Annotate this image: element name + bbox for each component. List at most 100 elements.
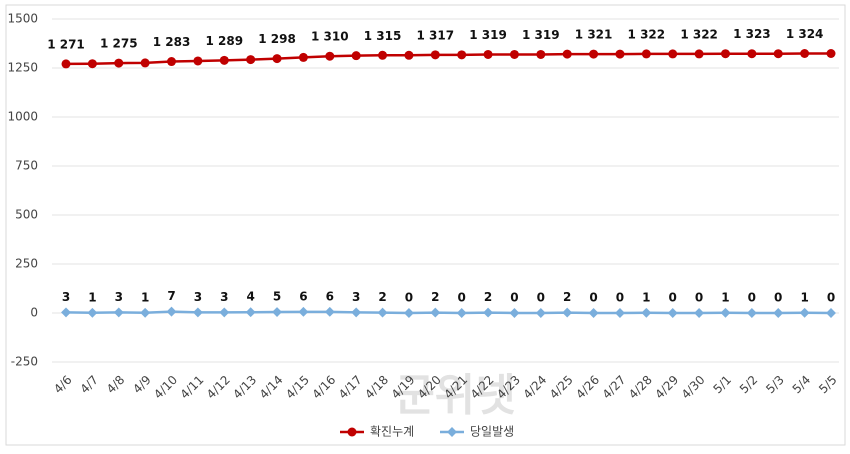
value-label: 0 [827,291,835,305]
point [456,308,467,318]
point [298,52,308,62]
point [588,308,599,318]
point [562,49,572,59]
point [140,307,151,318]
point [667,308,678,318]
value-label: 2 [484,290,492,304]
point [403,308,414,318]
point [509,49,519,59]
point [61,59,71,69]
value-label: 3 [220,290,228,304]
value-label: 4 [246,290,254,304]
point [773,308,784,318]
point [166,306,177,317]
value-label: 1 310 [311,30,349,44]
value-label: 0 [405,291,413,305]
point [167,57,177,67]
value-label: 1 319 [469,28,507,42]
watermark: 군위넷 [394,370,515,421]
value-label: 1 275 [100,37,138,51]
value-label: 0 [774,291,782,305]
value-label: 3 [115,290,123,304]
y-tick-label: 500 [15,208,38,222]
value-label: 6 [326,289,334,303]
value-label: 3 [352,290,360,304]
point [773,49,783,59]
value-label: 1 319 [522,28,560,42]
point [298,306,309,317]
point [246,55,256,65]
value-label: 1 324 [786,27,824,41]
point [562,307,573,318]
point [799,307,810,318]
point [589,49,599,59]
point [245,307,256,318]
point [351,51,361,61]
point [325,51,335,61]
value-label: 1 [88,290,96,304]
point [483,307,494,318]
value-label: 1 283 [153,35,191,49]
point [826,48,836,58]
point [668,49,678,59]
value-label: 1 [642,290,650,304]
value-label: 3 [194,290,202,304]
point [641,49,651,59]
point [615,49,625,59]
point [324,306,335,317]
point [192,307,203,318]
value-label: 0 [669,291,677,305]
legend-label: 확진누계 [370,425,414,439]
point [826,308,836,318]
value-label: 1 321 [575,28,613,42]
value-label: 2 [378,290,386,304]
chart-frame [5,4,846,446]
point [114,58,124,68]
value-label: 2 [563,290,571,304]
point [800,48,810,58]
y-tick-label: 1000 [7,110,38,124]
value-label: 0 [589,291,597,305]
y-tick-label: 0 [30,306,38,320]
value-label: 1 298 [258,32,296,46]
point [720,307,731,318]
point [430,50,440,60]
y-tick-label: 1500 [7,12,38,26]
y-tick-label: 750 [15,159,38,173]
value-label: 5 [273,290,281,304]
point [272,54,282,64]
legend-label: 당일발생 [470,425,514,439]
point [193,56,203,66]
point [641,307,652,318]
value-label: 7 [167,289,175,303]
point [351,307,362,318]
point [219,55,229,65]
point [694,308,705,318]
point [535,308,546,318]
point [140,58,150,68]
point [747,49,757,59]
value-label: 3 [62,290,70,304]
value-label: 1 [721,290,729,304]
value-label: 0 [458,291,466,305]
value-label: 1 271 [47,37,85,51]
point [272,307,282,317]
point [746,308,757,318]
value-label: 1 315 [364,29,402,43]
value-label: 6 [299,289,307,303]
value-label: 1 [800,290,808,304]
legend-marker [347,427,357,437]
y-tick-label: -250 [11,355,38,369]
value-label: 0 [748,291,756,305]
value-label: 1 323 [733,27,771,41]
series-line [65,310,832,315]
legend-marker [447,427,457,437]
point [430,307,441,318]
value-label: 1 289 [205,34,243,48]
point [615,308,625,318]
point [483,49,493,59]
point [457,50,467,60]
value-label: 1 322 [680,27,718,41]
value-label: 0 [537,291,545,305]
